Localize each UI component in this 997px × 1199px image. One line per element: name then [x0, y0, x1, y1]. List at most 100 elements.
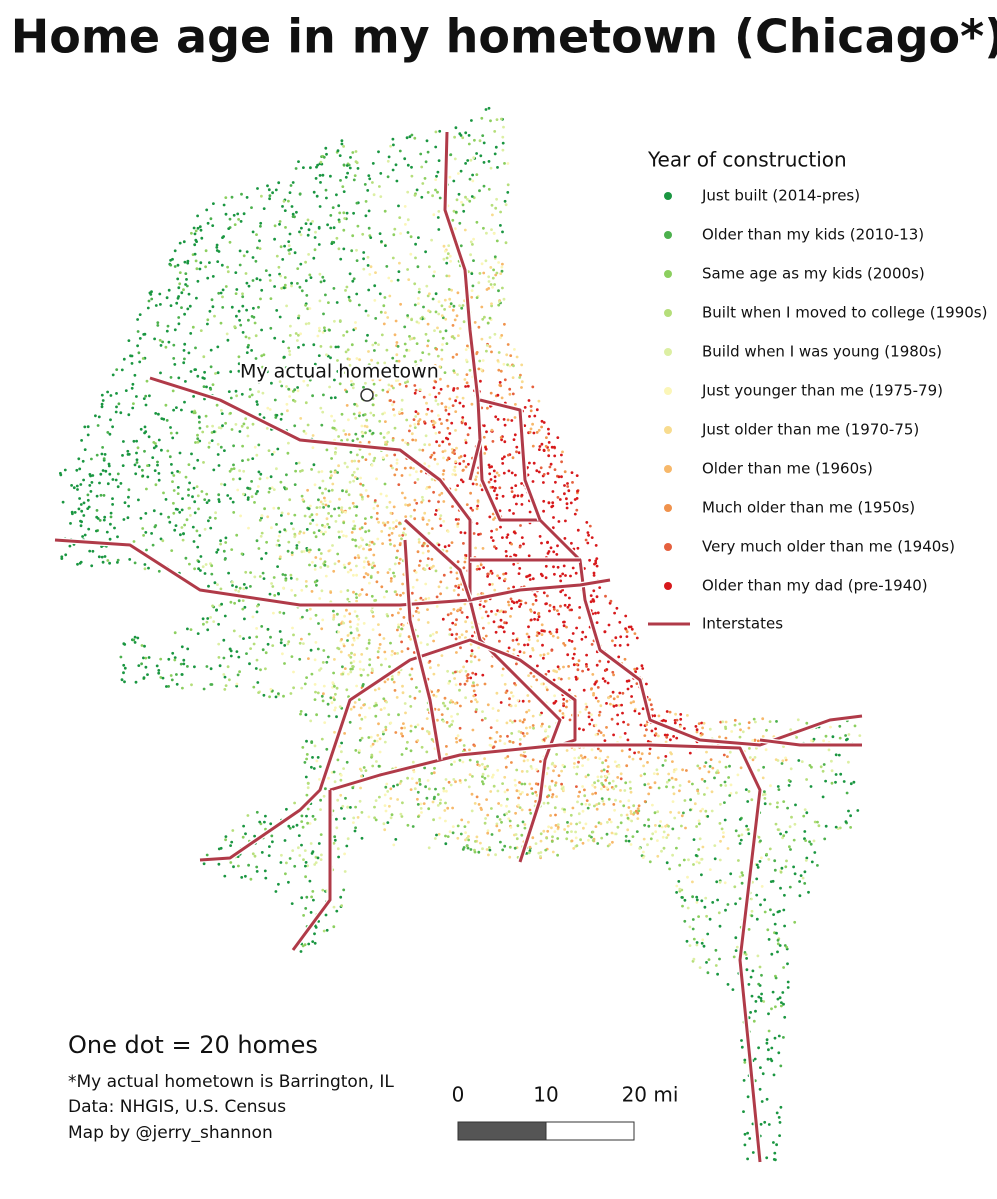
dot [348, 620, 352, 624]
dot [447, 412, 451, 416]
dot [464, 131, 468, 135]
dot [414, 360, 417, 364]
dot [304, 260, 307, 264]
dot [438, 801, 442, 805]
dot [209, 387, 213, 391]
dot [164, 498, 168, 501]
dot [433, 270, 436, 274]
dot [546, 801, 550, 805]
dot [207, 445, 211, 449]
dot [385, 782, 389, 786]
dot [192, 395, 196, 398]
dot [775, 1111, 779, 1115]
dot [483, 315, 486, 319]
dot [323, 326, 326, 330]
dot [295, 210, 298, 214]
dot [481, 782, 485, 786]
dot [426, 557, 430, 560]
dot [463, 454, 467, 458]
dot [424, 785, 427, 789]
dot [490, 350, 493, 354]
dot [219, 426, 223, 430]
dot [478, 359, 482, 363]
dot [156, 463, 159, 467]
dot [188, 481, 192, 485]
dot [471, 284, 475, 288]
dot [606, 765, 610, 769]
dot [769, 908, 772, 912]
dot [449, 302, 453, 306]
dot [636, 807, 640, 810]
dot [410, 777, 414, 780]
dot [523, 755, 527, 758]
dot [378, 419, 382, 423]
dot [140, 644, 144, 647]
dot [234, 588, 238, 592]
dot [456, 484, 459, 487]
dot [565, 625, 568, 629]
dot [635, 682, 639, 685]
dot [746, 1095, 750, 1099]
dot [391, 466, 394, 470]
dot [581, 785, 584, 788]
dot [198, 426, 202, 430]
dot [632, 804, 636, 808]
dot [567, 665, 570, 668]
dot [487, 187, 491, 191]
dot [297, 834, 301, 837]
dot [280, 853, 283, 857]
dot [556, 496, 560, 499]
dot [494, 613, 498, 616]
dot [421, 498, 425, 502]
dot [578, 790, 581, 794]
dot [382, 822, 386, 826]
dot [122, 671, 125, 675]
dot [305, 676, 308, 679]
dot [376, 650, 380, 654]
dot [180, 508, 184, 512]
dot [635, 667, 639, 670]
dot [619, 735, 622, 739]
dot [468, 748, 471, 752]
dot [374, 341, 377, 345]
dot [591, 673, 595, 676]
dot [494, 630, 498, 634]
dot [769, 880, 773, 883]
dot [534, 790, 538, 794]
dot [409, 637, 412, 641]
dot [315, 759, 319, 763]
dot [372, 413, 376, 417]
dot [603, 630, 607, 634]
dot [292, 633, 295, 637]
dot [238, 430, 242, 433]
dot [437, 312, 441, 316]
dot [722, 753, 726, 757]
dot [513, 416, 517, 419]
dot [434, 380, 438, 384]
dot [244, 272, 248, 275]
dot [370, 358, 373, 362]
dot [242, 212, 246, 216]
dot [190, 231, 193, 235]
dot [245, 586, 248, 590]
dot [425, 487, 428, 490]
dot [475, 567, 479, 571]
dot [172, 357, 176, 360]
dot [780, 866, 784, 870]
dot [510, 486, 514, 490]
dot [190, 452, 193, 456]
dot [213, 314, 216, 318]
dot [175, 682, 179, 686]
dot [187, 351, 191, 355]
dot [256, 403, 259, 406]
dot [722, 831, 725, 834]
dot [447, 274, 451, 278]
dot [458, 726, 462, 730]
dot [423, 568, 427, 571]
dot [205, 665, 209, 668]
dot [443, 308, 446, 311]
dot [518, 605, 521, 608]
dot [417, 422, 420, 426]
dot [462, 459, 466, 463]
dot [215, 249, 219, 252]
